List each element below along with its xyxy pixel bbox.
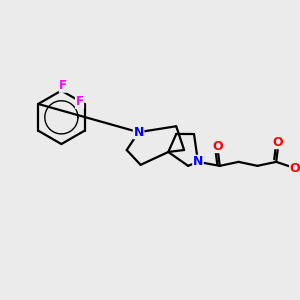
Text: O: O xyxy=(273,136,284,148)
Text: F: F xyxy=(59,79,68,92)
Text: F: F xyxy=(76,95,84,109)
Text: N: N xyxy=(134,126,144,139)
Text: O: O xyxy=(290,162,300,175)
Text: O: O xyxy=(212,140,223,152)
Text: N: N xyxy=(193,155,203,168)
